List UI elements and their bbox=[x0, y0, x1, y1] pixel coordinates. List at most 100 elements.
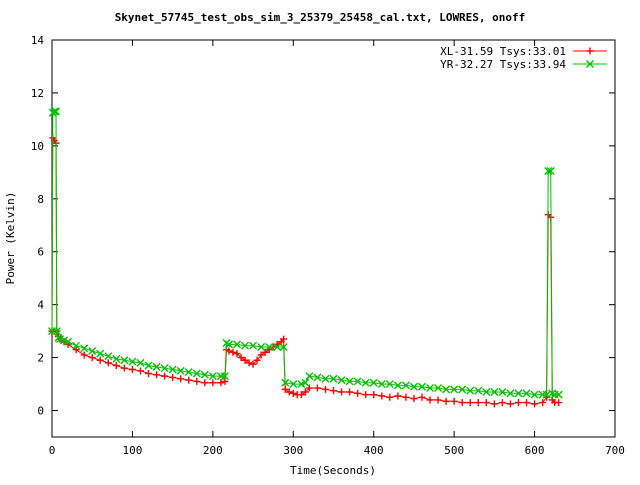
x-tick-label: 600 bbox=[525, 444, 545, 457]
ticks-layer: 0 100 200 300 400 500 600 700 0 2 4 6 8 10 12 14 bbox=[31, 34, 625, 457]
data-point bbox=[442, 385, 451, 394]
data-point bbox=[50, 107, 59, 116]
y-tick-label: 12 bbox=[31, 87, 44, 100]
data-point bbox=[426, 396, 434, 404]
data-point bbox=[546, 167, 555, 176]
data-point bbox=[168, 365, 177, 374]
chart-title: Skynet_57745_test_obs_sim_3_25379_25458_… bbox=[114, 11, 526, 24]
legend-marker bbox=[586, 47, 594, 55]
data-point bbox=[434, 384, 443, 393]
series-2 bbox=[48, 107, 563, 399]
data-point bbox=[555, 399, 563, 407]
data-point bbox=[72, 341, 81, 350]
data-point bbox=[539, 399, 547, 407]
data-point bbox=[153, 371, 161, 379]
data-point bbox=[522, 389, 531, 398]
data-point bbox=[490, 400, 498, 408]
data-point bbox=[233, 350, 241, 358]
data-point bbox=[289, 380, 298, 389]
y-tick-label: 6 bbox=[37, 246, 44, 259]
data-point bbox=[377, 380, 386, 389]
legend-marker bbox=[586, 60, 594, 68]
data-point bbox=[514, 399, 522, 407]
x-tick-label: 100 bbox=[122, 444, 142, 457]
data-point bbox=[220, 372, 229, 381]
data-point bbox=[128, 366, 136, 374]
data-point bbox=[192, 369, 201, 378]
data-point bbox=[161, 372, 169, 380]
data-point bbox=[221, 377, 229, 385]
data-point bbox=[345, 377, 354, 386]
y-tick-label: 4 bbox=[37, 299, 44, 312]
y-tick-label: 14 bbox=[31, 34, 45, 47]
data-point bbox=[72, 346, 80, 354]
data-point bbox=[362, 391, 370, 399]
data-point bbox=[169, 373, 177, 381]
data-point bbox=[506, 400, 514, 408]
data-point bbox=[177, 375, 185, 383]
data-point bbox=[450, 397, 458, 405]
data-point bbox=[280, 335, 288, 343]
data-point bbox=[329, 374, 338, 383]
data-point bbox=[208, 372, 217, 381]
series-layer bbox=[48, 107, 563, 408]
data-point bbox=[338, 388, 346, 396]
data-point bbox=[466, 386, 475, 395]
data-point bbox=[273, 343, 282, 352]
data-point bbox=[305, 384, 313, 392]
data-point bbox=[321, 385, 329, 393]
data-point bbox=[237, 354, 245, 362]
data-point bbox=[64, 337, 73, 346]
data-point bbox=[145, 369, 153, 377]
x-tick-label: 500 bbox=[444, 444, 464, 457]
data-point bbox=[394, 392, 402, 400]
data-point bbox=[289, 389, 297, 397]
data-point bbox=[313, 373, 322, 382]
data-point bbox=[531, 400, 539, 408]
data-point bbox=[285, 388, 293, 396]
data-point bbox=[361, 378, 370, 387]
data-point bbox=[409, 382, 418, 391]
data-point bbox=[530, 390, 539, 399]
y-tick-label: 0 bbox=[37, 405, 44, 418]
data-point bbox=[217, 379, 225, 387]
data-point bbox=[305, 372, 314, 381]
data-point bbox=[523, 399, 531, 407]
x-tick-label: 300 bbox=[283, 444, 303, 457]
data-point bbox=[209, 379, 217, 387]
data-point bbox=[321, 374, 330, 383]
data-point bbox=[402, 393, 410, 401]
data-point bbox=[80, 351, 88, 359]
data-point bbox=[184, 368, 193, 377]
data-point bbox=[104, 359, 112, 367]
data-point bbox=[281, 378, 290, 387]
data-point bbox=[514, 389, 523, 398]
data-point bbox=[337, 376, 346, 385]
data-point bbox=[104, 352, 113, 361]
x-axis-label: Time(Seconds) bbox=[290, 464, 376, 477]
data-point bbox=[281, 385, 289, 393]
data-point bbox=[301, 388, 309, 396]
data-point bbox=[506, 389, 515, 398]
data-point bbox=[265, 343, 274, 352]
data-point bbox=[554, 390, 563, 399]
data-point bbox=[482, 399, 490, 407]
data-point bbox=[201, 379, 209, 387]
data-point bbox=[353, 377, 362, 386]
plot-frame bbox=[51, 39, 616, 438]
data-point bbox=[229, 348, 237, 356]
data-point bbox=[257, 351, 265, 359]
data-point bbox=[88, 354, 96, 362]
data-point bbox=[393, 381, 402, 390]
data-point bbox=[474, 386, 483, 395]
data-point bbox=[112, 362, 120, 370]
data-point bbox=[261, 348, 269, 356]
data-point bbox=[370, 391, 378, 399]
data-point bbox=[96, 356, 104, 364]
data-point bbox=[80, 344, 89, 353]
data-point bbox=[249, 341, 258, 350]
data-point bbox=[474, 399, 482, 407]
